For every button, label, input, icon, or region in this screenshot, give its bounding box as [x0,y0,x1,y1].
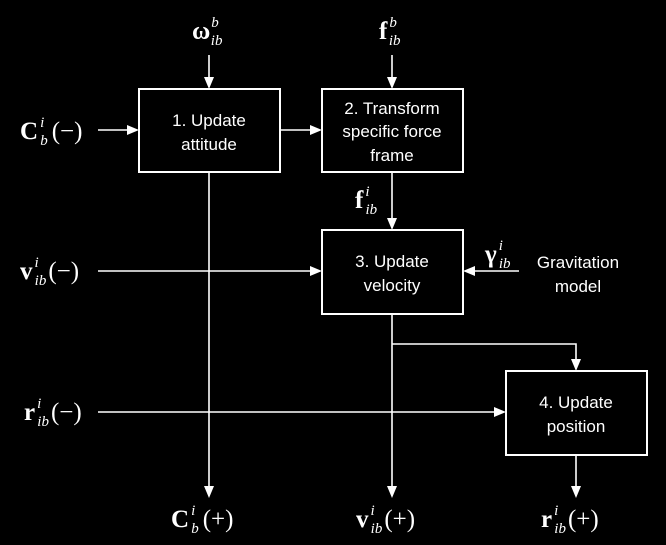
block-update-velocity-line2: velocity [364,276,421,295]
block-transform-force-line1: 2. Transform [344,99,439,118]
block-update-attitude [138,88,281,173]
block-update-velocity [321,229,464,315]
arrow-velocity-to-position [392,343,577,361]
symbol-r-ib-i-minus: r i ib(−) [24,396,82,430]
connectors [98,55,581,498]
symbol-f-ib-i: f i ib [355,184,378,218]
symbol-v-ib-i-plus: v i ib(+) [356,503,415,537]
block-update-position [505,370,648,456]
symbol-gamma-ib-i: γ i ib [484,238,511,272]
block-update-position-line1: 4. Update [539,393,613,412]
symbol-omega-ib-b: ωb ib [192,15,223,49]
symbol-f-ib-b: f b ib [379,15,401,49]
block-update-position-line2: position [547,417,606,436]
block-transform-force-line2: specific force [342,122,441,141]
block-transform-force-line3: frame [370,146,413,165]
gravitation-model-line1: Gravitation [537,253,619,272]
symbol-r-ib-i-plus: r i ib(+) [541,503,599,537]
block-update-velocity-line1: 3. Update [355,252,429,271]
block-update-attitude-line1: 1. Update [172,111,246,130]
symbol-v-ib-i-minus: v i ib(−) [20,255,79,289]
block-update-attitude-line2: attitude [181,135,237,154]
gravitation-model-line2: model [555,277,601,296]
